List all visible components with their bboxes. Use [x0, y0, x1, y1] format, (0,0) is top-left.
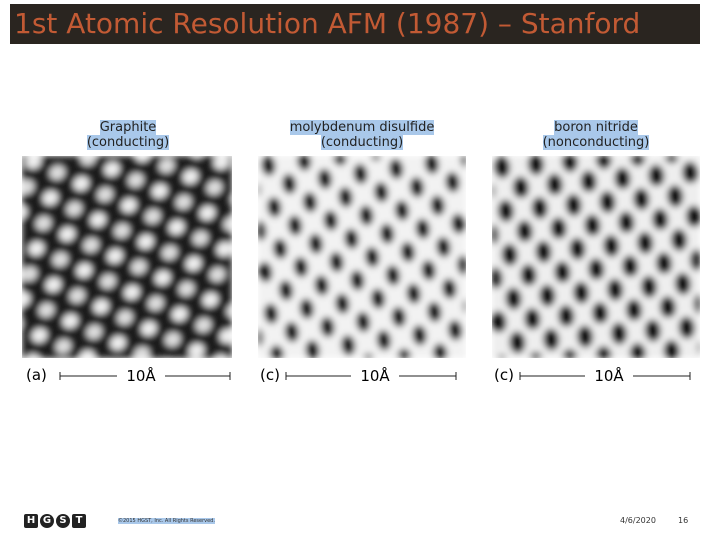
logo-letter: H: [24, 514, 38, 528]
afm-image: [22, 156, 232, 358]
panel: boron nitride(nonconducting) (c) 10Å: [490, 120, 702, 388]
scale-label: 10Å: [594, 366, 624, 385]
label-line: (conducting): [321, 135, 403, 150]
date: 4/6/2020: [620, 516, 656, 525]
slide: 1st Atomic Resolution AFM (1987) – Stanf…: [0, 0, 710, 535]
label-line: Graphite: [100, 120, 157, 135]
logo-letter: T: [72, 514, 86, 528]
footer: H G S T ©2015 HGST, Inc. All Rights Rese…: [0, 506, 710, 535]
scale-bar: (c) 10Å: [490, 364, 702, 388]
panel-tag: (c): [494, 366, 514, 384]
panel-label: molybdenum disulfide(conducting): [256, 120, 468, 150]
page-number: 16: [678, 516, 688, 525]
copyright: ©2015 HGST, Inc. All Rights Reserved.: [118, 518, 215, 524]
logo-letter: G: [40, 514, 54, 528]
panel-label: boron nitride(nonconducting): [490, 120, 702, 150]
scale-label: 10Å: [360, 366, 390, 385]
panel-tag: (a): [26, 366, 47, 384]
scale-bar: (a) 10Å: [22, 364, 234, 388]
scale-bar: (c) 10Å: [256, 364, 468, 388]
label-line: (nonconducting): [543, 135, 650, 150]
panel: Graphite(conducting) (a) 10Å: [22, 120, 234, 388]
scale-label: 10Å: [126, 366, 156, 385]
label-line: molybdenum disulfide: [290, 120, 435, 135]
panel-tag: (c): [260, 366, 280, 384]
label-line: (conducting): [87, 135, 169, 150]
afm-image: [258, 156, 466, 358]
panel: molybdenum disulfide(conducting) (c) 10Å: [256, 120, 468, 388]
label-line: boron nitride: [554, 120, 638, 135]
afm-image: [492, 156, 700, 358]
logo-letter: S: [56, 514, 70, 528]
panel-label: Graphite(conducting): [22, 120, 234, 150]
slide-title: 1st Atomic Resolution AFM (1987) – Stanf…: [10, 4, 700, 44]
